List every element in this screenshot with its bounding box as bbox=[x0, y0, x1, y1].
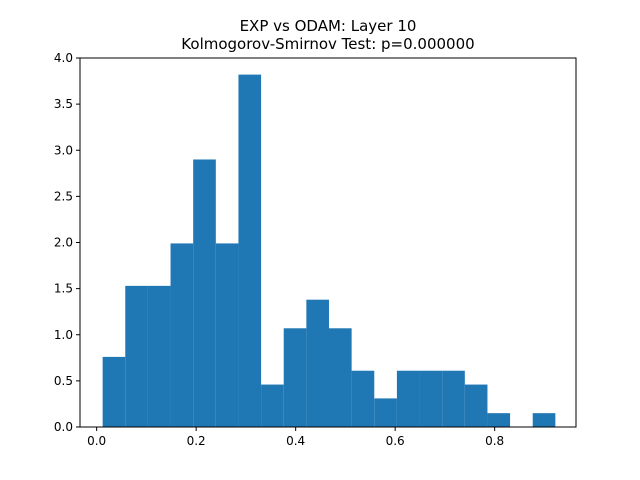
histogram-bar bbox=[487, 413, 511, 427]
histogram-bar bbox=[193, 159, 216, 427]
x-tick-label: 0.2 bbox=[187, 434, 206, 448]
histogram-bar bbox=[238, 74, 262, 427]
chart-title: EXP vs ODAM: Layer 10 bbox=[240, 17, 417, 35]
x-tick-label: 0.8 bbox=[485, 434, 504, 448]
y-tick-label: 0.5 bbox=[54, 374, 73, 388]
y-tick-label: 0.0 bbox=[54, 420, 73, 434]
y-tick-label: 3.0 bbox=[54, 143, 73, 157]
histogram-bar bbox=[147, 285, 171, 427]
x-axis-ticks: 0.0 0.2 0.4 0.6 0.8 bbox=[87, 427, 504, 448]
histogram-bar bbox=[419, 370, 443, 427]
histogram-bar bbox=[283, 328, 307, 427]
y-tick-label: 1.5 bbox=[54, 282, 73, 296]
histogram-bar bbox=[532, 413, 556, 427]
chart-subtitle: Kolmogorov-Smirnov Test: p=0.000000 bbox=[181, 35, 474, 53]
histogram-bar bbox=[125, 285, 148, 427]
histogram-bar bbox=[351, 370, 375, 427]
x-tick-label: 0.0 bbox=[87, 434, 106, 448]
y-tick-label: 4.0 bbox=[54, 51, 73, 65]
histogram-bar bbox=[374, 398, 397, 427]
y-tick-label: 2.0 bbox=[54, 236, 73, 250]
histogram-bar bbox=[215, 243, 239, 427]
x-tick-label: 0.6 bbox=[386, 434, 405, 448]
histogram-bar bbox=[396, 370, 420, 427]
histogram-bar bbox=[102, 356, 126, 427]
y-tick-label: 3.5 bbox=[54, 97, 73, 111]
histogram-bars bbox=[102, 74, 556, 427]
histogram-bar bbox=[464, 384, 488, 427]
x-tick-label: 0.4 bbox=[286, 434, 305, 448]
y-tick-label: 2.5 bbox=[54, 189, 73, 203]
y-axis-ticks: 0.0 0.5 1.0 1.5 2.0 2.5 3.0 3.5 4.0 bbox=[54, 51, 80, 434]
histogram-bar bbox=[261, 384, 284, 427]
plot-frame bbox=[79, 57, 577, 428]
histogram-bar bbox=[306, 299, 329, 427]
y-tick-label: 1.0 bbox=[54, 328, 73, 342]
histogram-bar bbox=[328, 328, 352, 427]
histogram-bar bbox=[442, 370, 465, 427]
histogram-bar bbox=[170, 243, 194, 427]
